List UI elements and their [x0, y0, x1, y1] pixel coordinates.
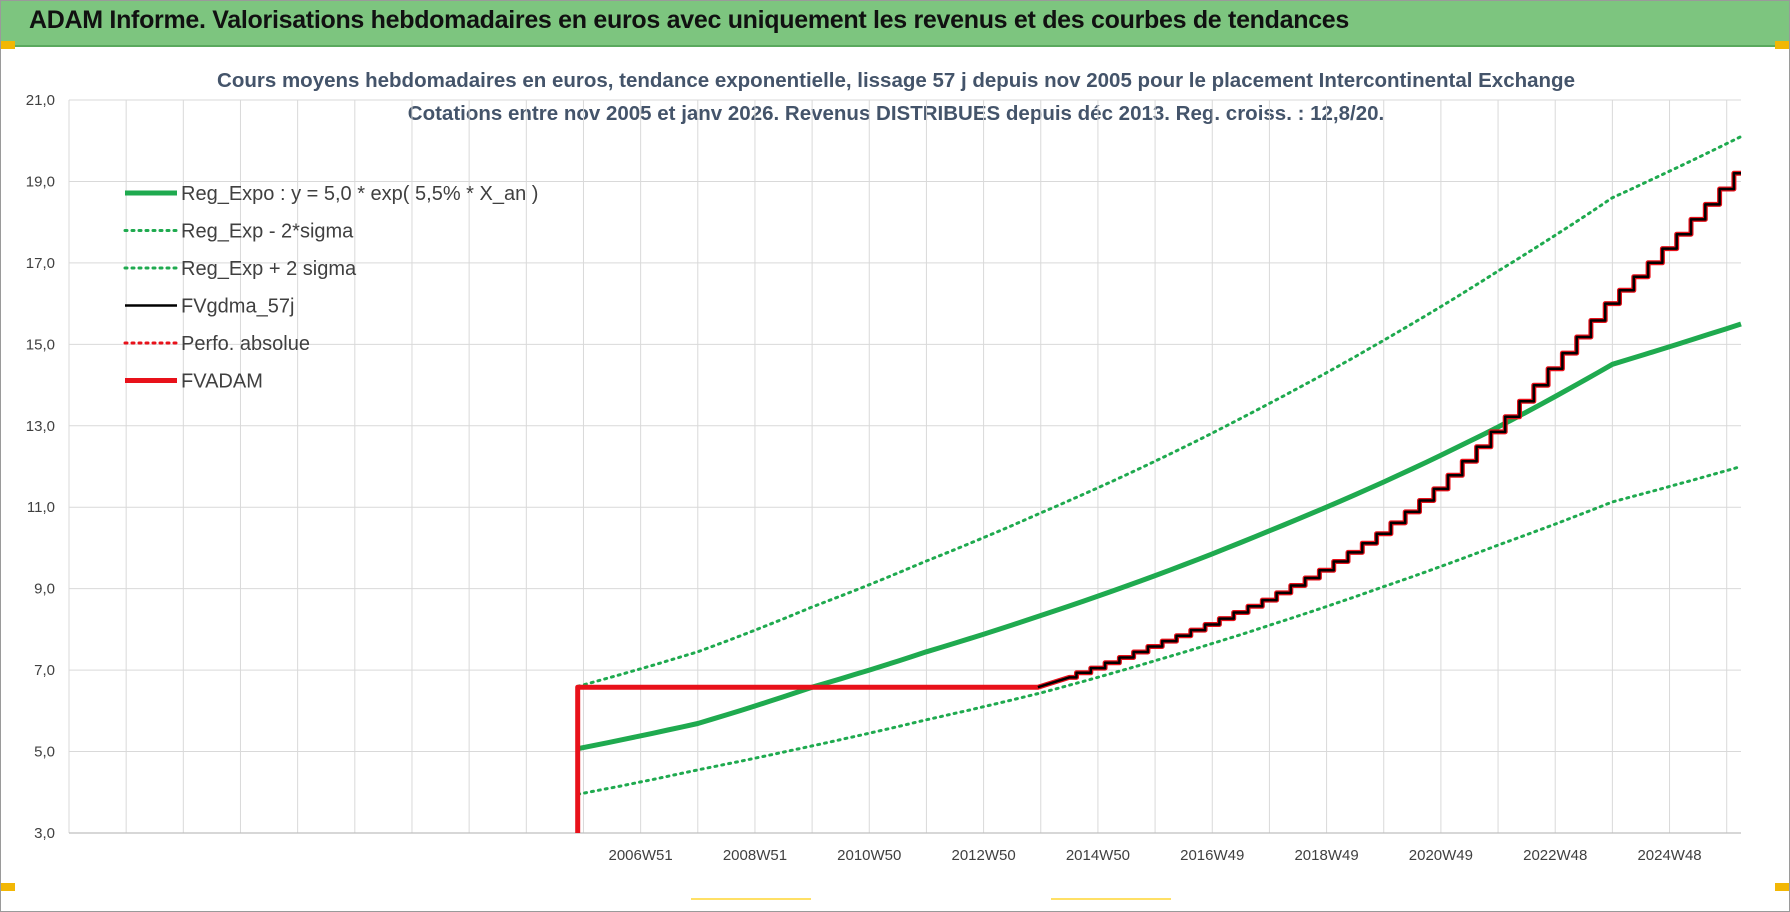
- x-tick-label: 2014W50: [1066, 847, 1130, 864]
- footer-mark-left: [691, 898, 811, 900]
- x-tick-label: 2016W49: [1180, 847, 1244, 864]
- x-tick-label: 2012W50: [951, 847, 1015, 864]
- corner-mark-bottom-left: [1, 883, 15, 891]
- grid: [68, 99, 1741, 834]
- axes: 3,0 5,0 7,0 9,0 11,0 13,0 15,0 17,0 19,0 21,0 2006…: [26, 92, 1741, 864]
- x-tick-label: 2008W51: [723, 847, 787, 864]
- y-tick-label: 19,0: [26, 173, 55, 190]
- corner-mark-top-left: [1, 41, 15, 49]
- series: [575, 135, 1743, 833]
- x-tick-label: 2022W48: [1523, 847, 1587, 864]
- corner-mark-bottom-right: [1775, 883, 1789, 891]
- legend-label: Reg_Exp - 2*sigma: [181, 221, 354, 243]
- series-line-2: [576, 135, 1743, 688]
- y-tick-label: 17,0: [26, 255, 55, 272]
- x-tick-label: 2020W49: [1409, 847, 1473, 864]
- y-tick-label: 9,0: [34, 581, 55, 598]
- page-title: ADAM Informe. Valorisations hebdomadaire…: [29, 6, 1350, 34]
- legend-label: FVgdma_57j: [181, 296, 294, 318]
- legend-label: Reg_Exp + 2 sigma: [181, 258, 357, 280]
- x-tick-label: 2006W51: [609, 847, 673, 864]
- footer-mark-right: [1051, 898, 1171, 900]
- x-tick-label: 2024W48: [1637, 847, 1701, 864]
- series-line-5: [575, 170, 1741, 833]
- y-tick-label: 7,0: [34, 662, 55, 679]
- header-banner: ADAM Informe. Valorisations hebdomadaire…: [1, 1, 1789, 47]
- y-tick-label: 11,0: [27, 499, 55, 516]
- y-tick-label: 13,0: [26, 418, 55, 435]
- y-tick-label: 3,0: [34, 825, 55, 842]
- series-line-1: [576, 465, 1743, 796]
- line-chart: Cours moyens hebdomadaires en euros, ten…: [26, 69, 1743, 864]
- chart-title-line-1: Cours moyens hebdomadaires en euros, ten…: [217, 69, 1575, 92]
- y-tick-label: 15,0: [26, 336, 55, 353]
- x-tick-label: 2010W50: [837, 847, 901, 864]
- legend-label: Perfo. absolue: [181, 333, 310, 355]
- legend-label: Reg_Expo : y = 5,0 * exp( 5,5% * X_an ): [181, 183, 538, 205]
- legend-label: FVADAM: [181, 371, 263, 393]
- x-tick-label: 2018W49: [1294, 847, 1358, 864]
- y-tick-label: 21,0: [26, 92, 55, 109]
- legend: Reg_Expo : y = 5,0 * exp( 5,5% * X_an ) R…: [123, 183, 538, 393]
- series-line-3: [1037, 172, 1741, 689]
- chart-title-line-2: Cotations entre nov 2005 et janv 2026. R…: [408, 102, 1384, 125]
- series-line-0: [577, 321, 1742, 752]
- y-tick-label: 5,0: [34, 744, 55, 761]
- corner-mark-top-right: [1775, 41, 1789, 49]
